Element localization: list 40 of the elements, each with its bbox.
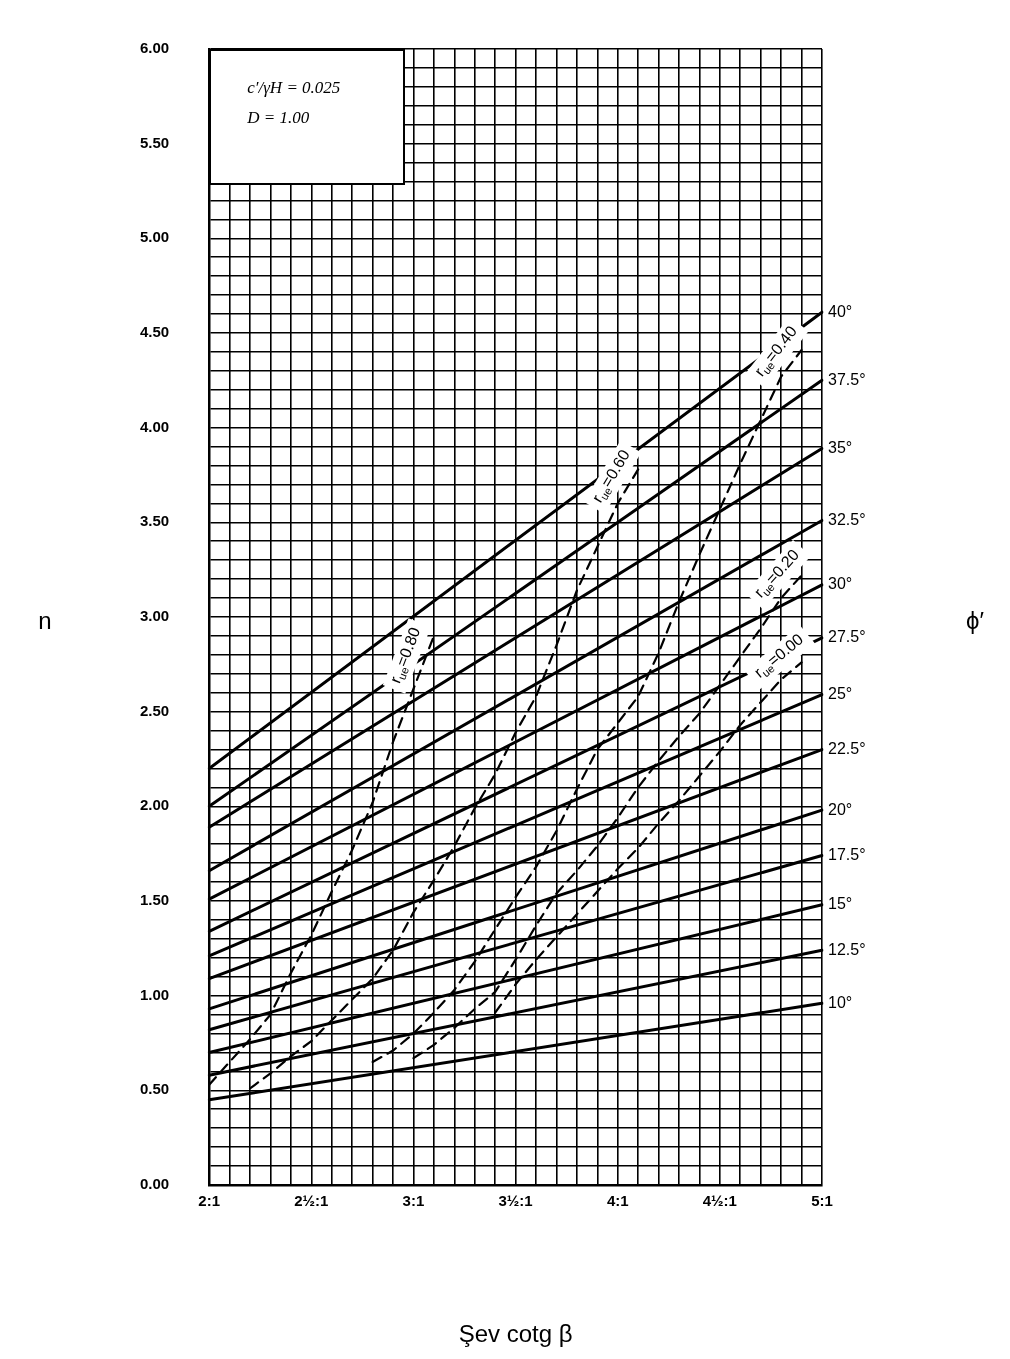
x-tick-label: 5:1 [811,1192,833,1210]
x-tick-label: 2½:1 [294,1192,329,1210]
series-label: 25° [828,685,853,703]
y-tick-label: 4.00 [139,417,170,435]
series-label: 22.5° [828,739,866,757]
y-tick-label: 0.00 [139,1175,170,1193]
x-tick-label: 3½:1 [498,1192,533,1210]
x-tick-label: 4:1 [606,1192,629,1210]
y-tick-label: 6.00 [139,39,170,57]
series-label: 27.5° [828,628,866,646]
y-tick-label: 1.50 [139,891,170,909]
annotation: D = 1.00 [247,107,311,129]
y-tick-label: 5.00 [139,228,170,246]
series-label: 40° [828,302,853,320]
x-axis-title: Şev cotg β [458,1319,573,1347]
series-label: 12.5° [828,940,866,958]
y-tick-label: 5.50 [139,133,170,151]
y-tick-label: 1.00 [139,985,170,1003]
y-tick-label: 3.50 [139,512,170,530]
text: rue=0.80 [386,624,424,686]
series-label: 32.5° [828,510,866,528]
x-tick-label: 2:1 [198,1192,221,1210]
series-label: 37.5° [828,370,866,388]
y-tick-label: 2.00 [139,796,170,814]
text-box: c′/γH = 0.025 D = 1.00 [209,49,406,186]
series-label: 17.5° [828,845,866,863]
series-label: 30° [828,575,853,593]
legend-title: ϕ′ [966,606,985,634]
y-tick-label: 0.50 [139,1080,170,1098]
series-label: 10° [828,993,853,1011]
x-tick-label: 3:1 [402,1192,425,1210]
y-tick-label: 2.50 [139,701,170,719]
y-tick-label: 3.00 [139,607,170,625]
y-axis-title: n [38,606,52,634]
annotation: c′/γH = 0.025 [247,77,342,99]
series-label: 20° [828,800,853,818]
y-tick-label: 4.50 [139,323,170,341]
series-label: 15° [828,895,853,913]
x-tick-label: 4½:1 [702,1192,737,1210]
series-label: 35° [828,438,853,456]
